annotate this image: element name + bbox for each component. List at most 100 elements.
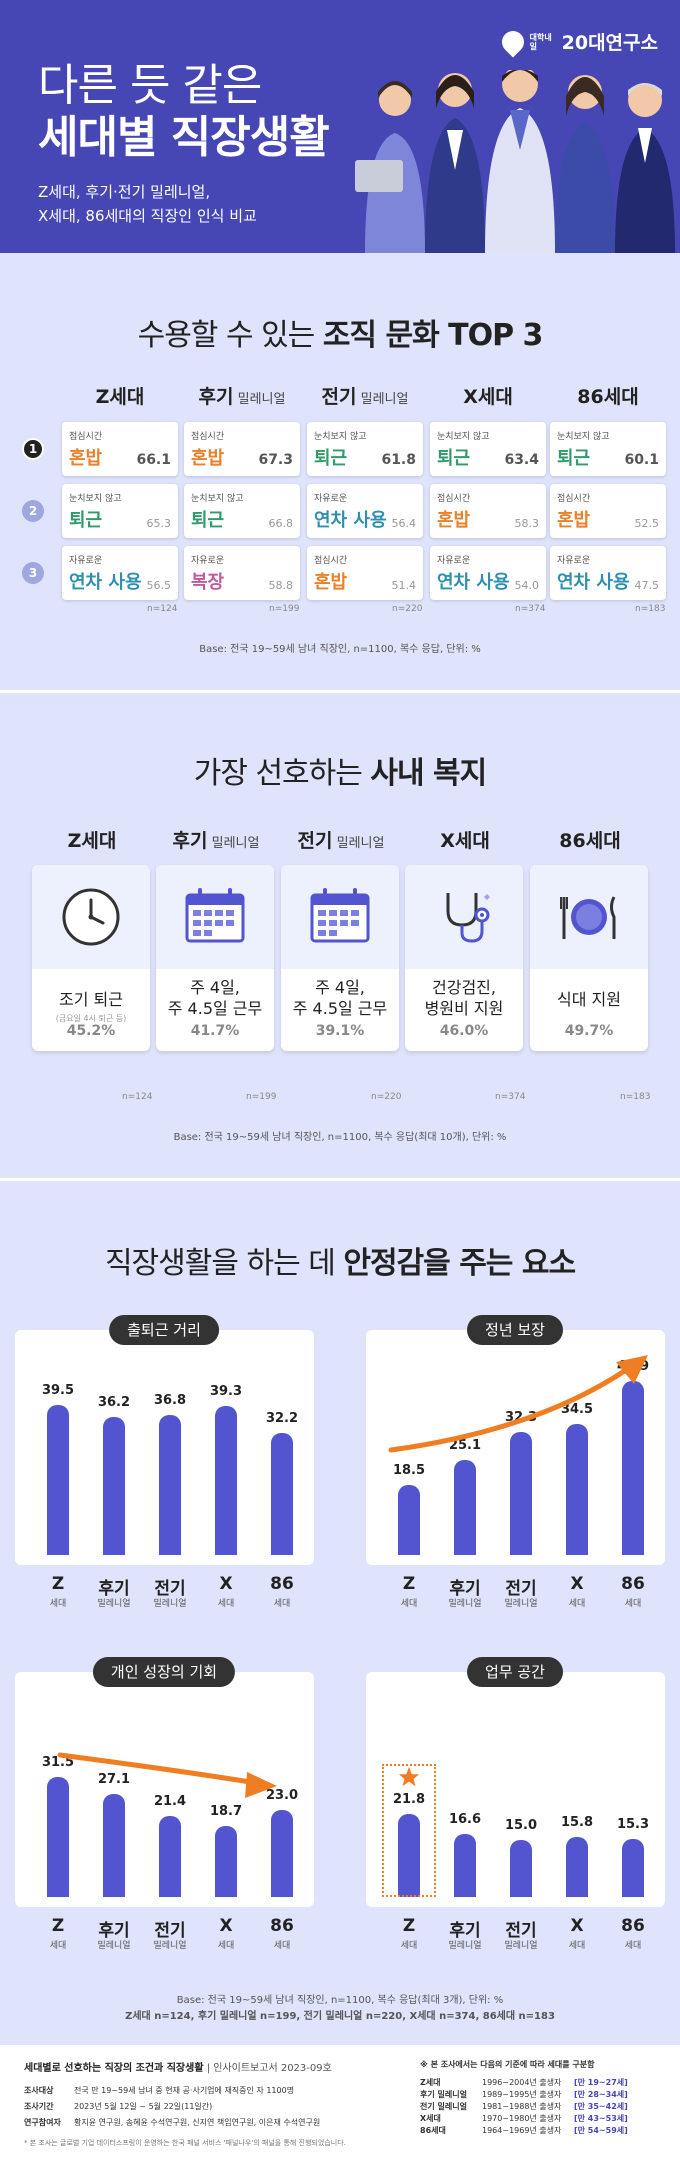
- bar: [398, 1484, 420, 1555]
- card-label: 눈치보지 않고: [191, 494, 244, 504]
- generation-def-row: 전기 밀레니얼 1981~1988년 출생자 [만 35~42세]: [420, 2101, 628, 2112]
- footer-value: 황지윤 연구원, 송혜윤 수석연구원, 신지연 책임연구원, 이은재 수석연구원: [74, 2118, 321, 2127]
- welfare-label: 주 4일, 주 4.5일 근무: [156, 977, 274, 1019]
- bar: [622, 1380, 644, 1555]
- culture-card: 눈치보지 않고 퇴근 60.1: [550, 422, 666, 476]
- bar-value-label: 21.8: [392, 1792, 426, 1808]
- category-sublabel: 세대: [217, 1599, 235, 1609]
- bar: [47, 1404, 69, 1555]
- bar-value-label: 18.5: [392, 1462, 426, 1478]
- generation-years: 1996~2004년 출생자: [482, 2078, 562, 2087]
- category-label: 86: [270, 1574, 294, 1594]
- category-sublabel: 밀레니얼: [97, 1599, 131, 1609]
- category-label: 후기: [449, 1921, 481, 1941]
- category-sublabel: 세대: [400, 1941, 418, 1951]
- bar-value-label: 15.3: [616, 1816, 650, 1832]
- culture-card: 점심시간 혼밥 58.3: [430, 484, 546, 538]
- header-banner: 대학내일 20대연구소 다른 듯 같은 세대별 직장생활 Z세대, 후기·전기 …: [0, 0, 680, 253]
- card-label: 점심시간: [557, 494, 591, 504]
- card-text: 퇴근: [191, 510, 225, 531]
- generation-name: 전기: [321, 386, 357, 408]
- sample-size: n=199: [246, 1092, 277, 1102]
- generation-name: 86세대: [577, 386, 639, 408]
- category-label: 전기: [505, 1921, 537, 1941]
- generation-age: [만 19~27세]: [574, 2078, 628, 2087]
- bar-value-label: 25.1: [448, 1437, 482, 1453]
- generation-key: Z세대: [420, 2078, 441, 2087]
- generation-age: [만 43~53세]: [574, 2114, 628, 2123]
- card-text: 퇴근: [557, 448, 591, 469]
- generation-years: 1964~1969년 출생자: [482, 2126, 562, 2135]
- category-label: 후기: [98, 1921, 130, 1941]
- bar-value-label: 34.5: [560, 1401, 594, 1417]
- welfare-note: (금요일 4시 퇴근 등): [55, 1014, 127, 1023]
- footer-key: 조사기간: [24, 2102, 54, 2111]
- meal-icon: [559, 887, 619, 947]
- bar: [398, 1814, 420, 1897]
- culture-card: 눈치보지 않고 퇴근 65.3: [62, 484, 178, 538]
- card-label: 자유로운: [437, 556, 471, 566]
- card-value: 51.4: [391, 579, 417, 592]
- sample-size: n=374: [515, 604, 546, 614]
- generation-header: 후기 밀레니얼: [182, 382, 302, 409]
- generation-age: [만 35~42세]: [574, 2102, 628, 2111]
- card-value: 67.3: [258, 452, 293, 468]
- category-label: X: [219, 1574, 233, 1594]
- welfare-card: 건강검진, 병원비 지원 46.0%: [405, 865, 523, 1051]
- category-sublabel: 밀레니얼: [153, 1941, 187, 1951]
- category-sublabel: 밀레니얼: [97, 1941, 131, 1951]
- card-value: 60.1: [624, 452, 659, 468]
- generation-age: [만 54~59세]: [574, 2126, 628, 2135]
- card-text: 연차 사용: [314, 510, 387, 531]
- bar: [159, 1415, 181, 1555]
- card-value: 66.1: [136, 452, 171, 468]
- category-sublabel: 밀레니얼: [448, 1599, 482, 1609]
- card-text: 퇴근: [437, 448, 471, 469]
- title-line1: 다른 듯 같은: [38, 60, 262, 111]
- card-value: 52.5: [634, 517, 660, 530]
- up-trend-arrow-icon: [386, 1350, 656, 1464]
- generation-def-row: X세대 1970~1980년 출생자 [만 43~53세]: [420, 2113, 628, 2124]
- category-sublabel: 세대: [624, 1941, 642, 1951]
- welfare-card: 식대 지원 49.7%: [530, 865, 648, 1051]
- icon-area: [405, 865, 523, 969]
- welfare-card: 조기 퇴근 (금요일 4시 퇴근 등) 45.2%: [32, 865, 150, 1051]
- culture-card: 눈치보지 않고 퇴근 61.8: [307, 422, 423, 476]
- culture-section-title: 수용할 수 있는 조직 문화 TOP 3: [137, 318, 544, 353]
- card-text: 복장: [191, 572, 225, 593]
- category-sublabel: 세대: [624, 1599, 642, 1609]
- star-icon: [398, 1766, 420, 1792]
- generation-header: Z세대: [60, 382, 180, 409]
- welfare-card: 주 4일, 주 4.5일 근무 39.1%: [281, 865, 399, 1051]
- generation-header: X세대: [428, 382, 548, 409]
- welfare-percent: 39.1%: [315, 1023, 365, 1039]
- card-value: 54.0: [514, 579, 540, 592]
- welfare-label-line2: 병원비 지원: [424, 999, 504, 1018]
- generation-name: X세대: [463, 386, 513, 408]
- welfare-label: 건강검진, 병원비 지원: [405, 977, 523, 1019]
- bar-value-label: 36.8: [153, 1393, 187, 1409]
- card-value: 63.4: [504, 452, 539, 468]
- welfare-label-line1: 주 4일,: [315, 978, 365, 997]
- highlight-box: [382, 1764, 436, 1897]
- bar-value-label: 39.3: [209, 1383, 243, 1399]
- category-label: X: [570, 1574, 584, 1594]
- card-text: 혼밥: [557, 510, 591, 531]
- sample-size: n=183: [620, 1092, 651, 1102]
- category-sublabel: 밀레니얼: [504, 1599, 538, 1609]
- office-workers-illustration: [355, 70, 675, 253]
- chart-title: 정년 보장: [467, 1315, 563, 1345]
- welfare-percent: 46.0%: [439, 1023, 489, 1039]
- culture-card: 자유로운 연차 사용 56.5: [62, 546, 178, 600]
- category-sublabel: 세대: [49, 1599, 67, 1609]
- location-pin-icon: [497, 25, 529, 58]
- generation-def-row: Z세대 1996~2004년 출생자 [만 19~27세]: [420, 2077, 628, 2088]
- generation-name: X세대: [440, 830, 490, 852]
- culture-card: 자유로운 연차 사용 56.4: [307, 484, 423, 538]
- footer-title: 세대별로 선호하는 직장의 조건과 직장생활 | 인사이트보고서 2023-09…: [24, 2063, 332, 2074]
- footer-row: 조사기간 2023년 5월 12일 ~ 5월 22일(11일간): [24, 2101, 212, 2113]
- welfare-label-line2: 주 4.5일 근무: [292, 999, 388, 1018]
- card-text: 연차 사용: [437, 572, 510, 593]
- bar: [271, 1809, 293, 1897]
